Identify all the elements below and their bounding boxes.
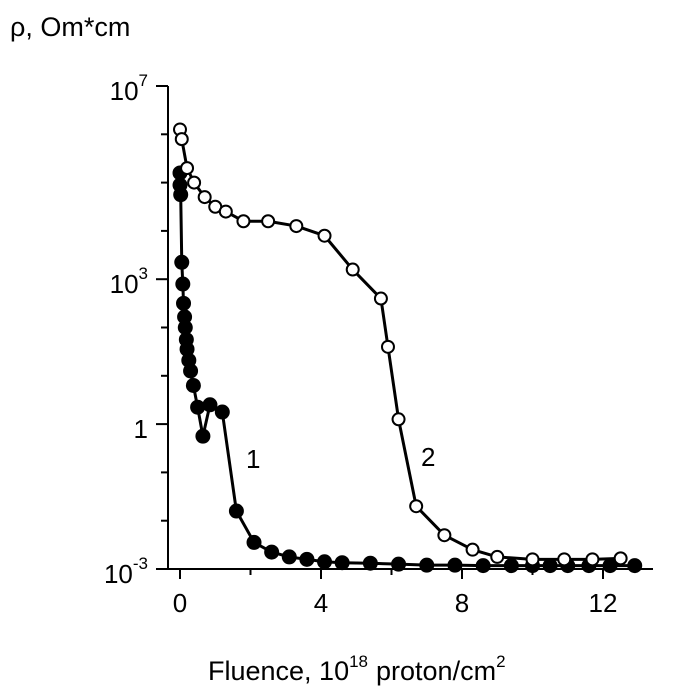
series-1-point	[177, 320, 193, 335]
series-2-point	[613, 551, 628, 566]
series-1-point	[246, 534, 262, 550]
y-axis-label: ρ, Om*cm	[10, 12, 130, 42]
series-1-point	[176, 295, 192, 311]
series-2-point	[391, 412, 406, 427]
series-1-point	[391, 556, 407, 572]
series-2-point	[490, 549, 505, 564]
series-1-point	[627, 558, 643, 574]
x-axis-label: Fluence, 1018 proton/cm2	[208, 652, 506, 686]
series-2-point	[317, 228, 332, 243]
series-2-point	[373, 291, 388, 306]
series-1-point	[173, 187, 189, 203]
series-2-point	[345, 262, 360, 277]
series-1-point	[202, 397, 218, 413]
series-1-point	[362, 555, 378, 571]
series-1-point	[281, 549, 297, 565]
series-1-point	[228, 503, 244, 519]
series-1-point	[542, 558, 558, 574]
series-2-line	[178, 129, 621, 561]
x-tick-label: 4	[314, 588, 328, 618]
series-1-point	[317, 554, 333, 570]
series-1-point	[299, 551, 315, 567]
series-1-line	[178, 172, 635, 568]
series-1-point	[475, 558, 491, 574]
series-1-point	[175, 276, 191, 292]
series-2-point	[557, 552, 572, 567]
x-tick-label: 0	[173, 588, 187, 618]
series-2-point	[465, 542, 480, 557]
series-2-point	[236, 214, 251, 229]
series-1-point	[190, 399, 206, 415]
series-1-point	[419, 557, 435, 573]
series-2-point	[174, 132, 189, 147]
series-1-label: 1	[246, 444, 260, 474]
y-tick-label: 1	[134, 414, 148, 444]
series-2-label: 2	[421, 442, 435, 472]
series-1-point	[195, 428, 211, 444]
series-1-point	[185, 377, 201, 393]
series-1-point	[264, 544, 280, 560]
series-2-point	[261, 214, 276, 229]
series-2-point	[380, 339, 395, 354]
series-2-point	[437, 528, 452, 543]
series-2-point	[525, 552, 540, 567]
axes	[167, 86, 653, 570]
series-lines	[178, 129, 635, 568]
series-1-point	[183, 363, 199, 379]
y-tick-label: 107	[110, 71, 148, 106]
series-2-point	[289, 219, 304, 234]
series-1-point	[214, 404, 230, 420]
x-tick-label: 8	[455, 588, 469, 618]
series-2-point	[197, 190, 212, 205]
x-tick-label: 12	[589, 588, 618, 618]
series-2-point	[187, 175, 202, 190]
y-tick-label: 10-3	[104, 554, 148, 589]
y-tick-label: 103	[110, 264, 148, 299]
series-points	[172, 122, 643, 574]
series-2-point	[180, 161, 195, 176]
series-1-point	[503, 558, 519, 574]
series-2-point	[218, 204, 233, 219]
series-1-point	[447, 557, 463, 573]
series-1-point	[334, 555, 350, 571]
series-1-point	[602, 558, 618, 574]
series-2-point	[409, 499, 424, 514]
series-2-point	[585, 552, 600, 567]
series-1-point	[174, 254, 190, 270]
